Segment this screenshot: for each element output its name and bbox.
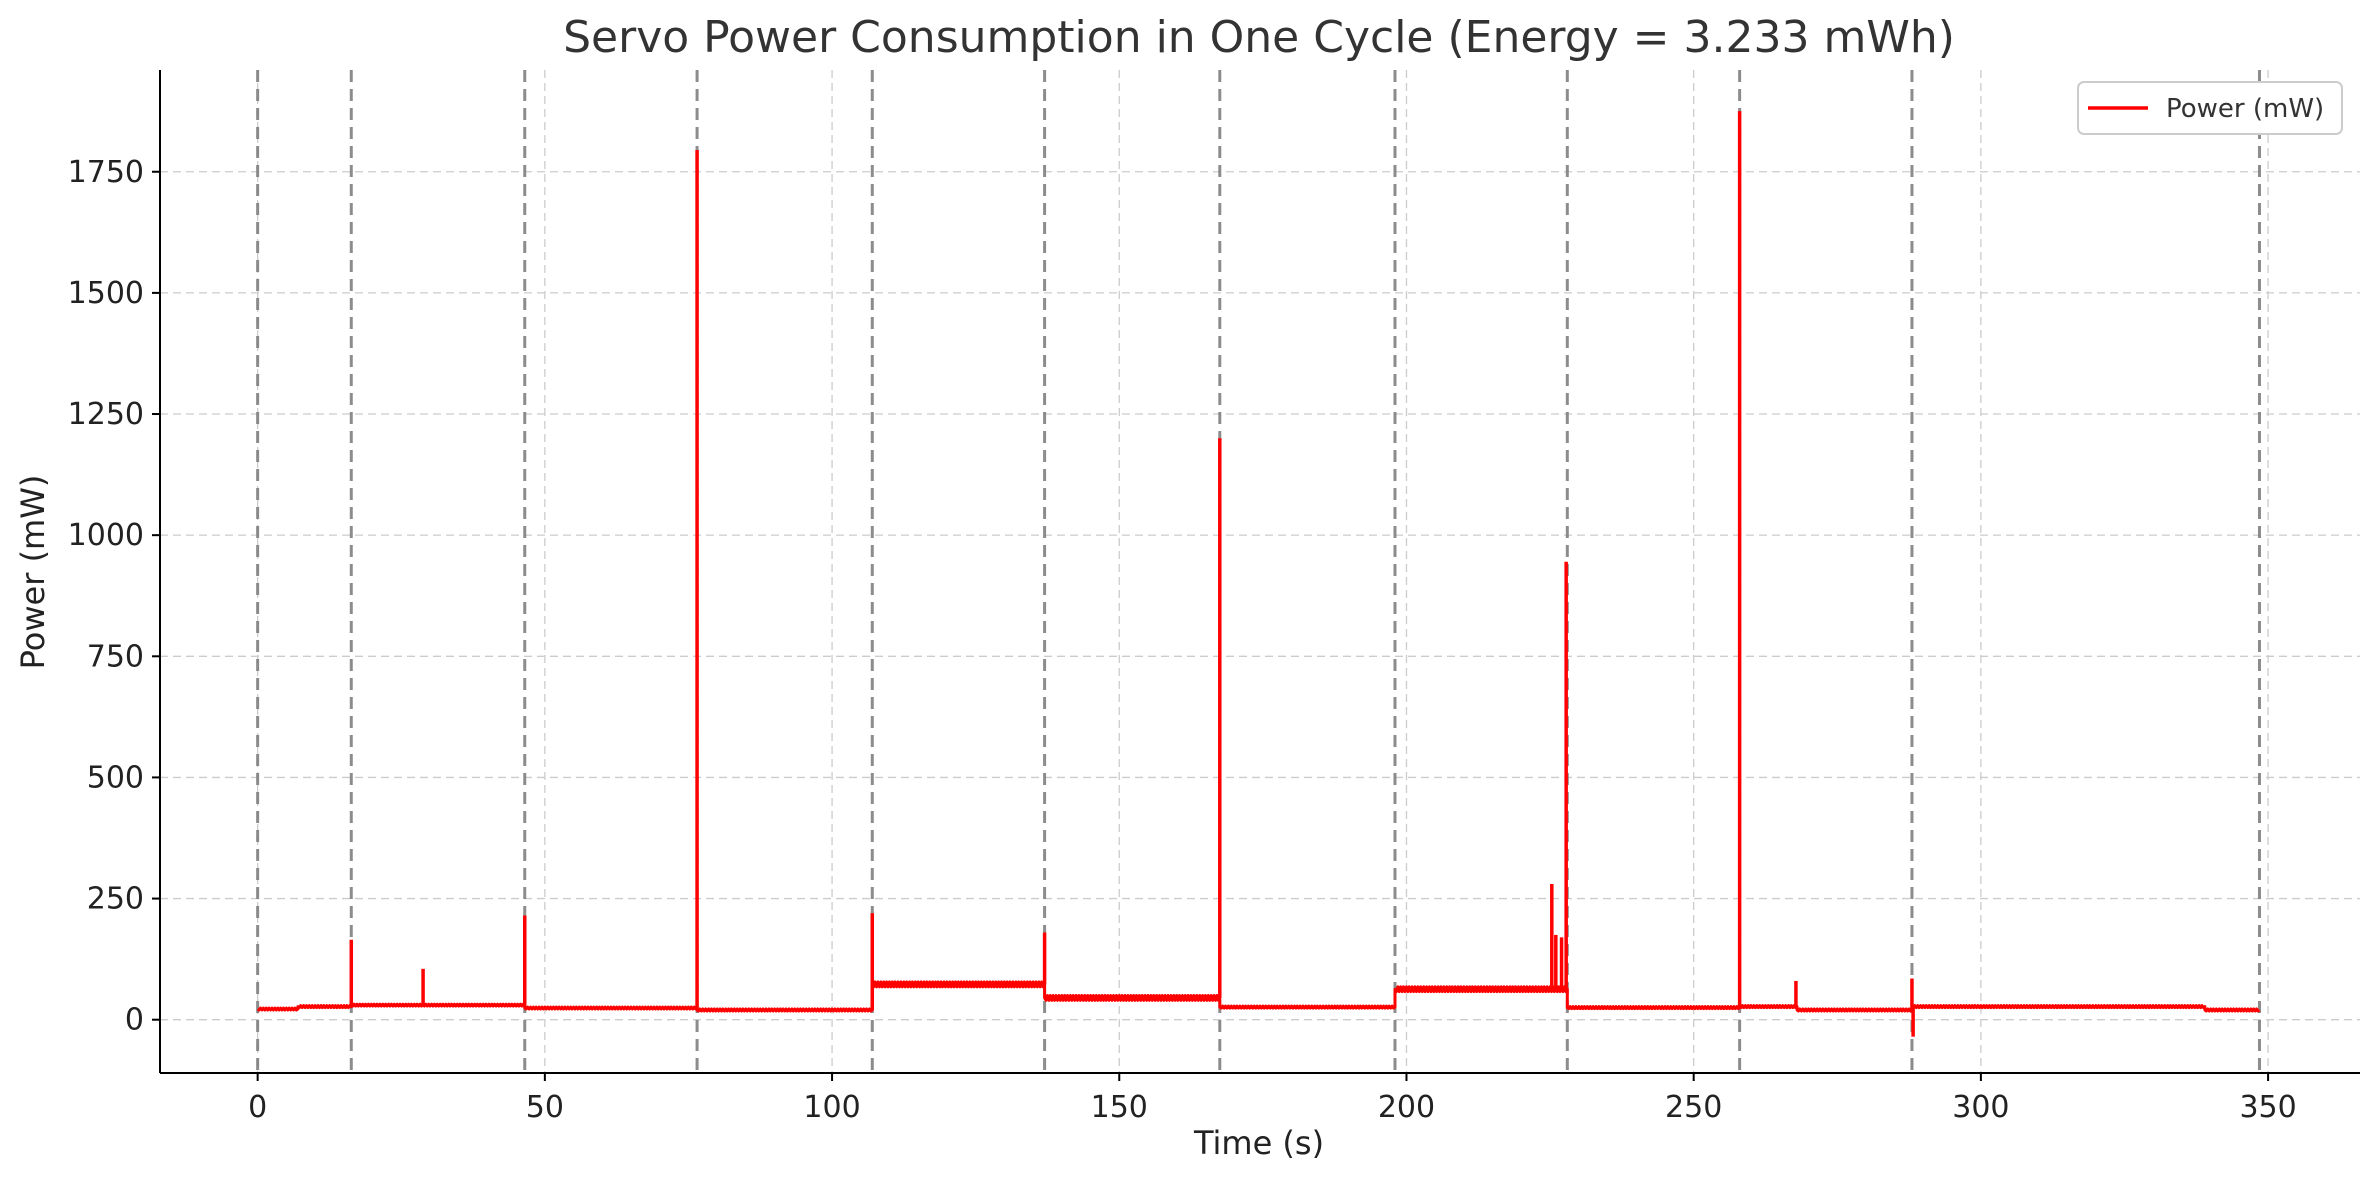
y-tick-label: 1250: [68, 397, 144, 432]
x-tick-label: 250: [1665, 1090, 1722, 1125]
chart-title: Servo Power Consumption in One Cycle (En…: [563, 12, 1955, 63]
x-tick-label: 200: [1378, 1090, 1435, 1125]
legend-entry: Power (mW): [2166, 94, 2324, 124]
grid-lines: [160, 70, 2360, 1073]
y-axis-ticks: 0 250 500 750 1000 1250 1500 1750: [68, 155, 160, 1038]
x-tick-label: 150: [1091, 1090, 1148, 1125]
power-series: [256, 111, 2261, 1037]
cycle-marker-lines: [256, 70, 2261, 1073]
y-tick-label: 750: [87, 639, 144, 674]
x-tick-label: 350: [2239, 1090, 2296, 1125]
axes: [159, 70, 2360, 1074]
y-tick-label: 1500: [68, 276, 144, 311]
x-tick-label: 0: [248, 1090, 267, 1125]
y-tick-label: 0: [125, 1003, 144, 1038]
legend-box: [2077, 81, 2343, 135]
legend: Power (mW): [2077, 81, 2343, 135]
y-tick-label: 1000: [68, 518, 144, 553]
y-axis-label: Power (mW): [14, 475, 52, 670]
y-tick-label: 1750: [68, 155, 144, 190]
x-axis-label: Time (s): [1193, 1124, 1324, 1162]
power-line: [256, 980, 2261, 1013]
x-tick-label: 300: [1952, 1090, 2009, 1125]
y-tick-label: 250: [87, 882, 144, 917]
y-tick-label: 500: [87, 760, 144, 795]
x-axis-ticks: 0 50 100 150 200 250 300 350: [248, 1073, 2297, 1125]
x-tick-label: 100: [803, 1090, 860, 1125]
x-tick-label: 50: [526, 1090, 564, 1125]
